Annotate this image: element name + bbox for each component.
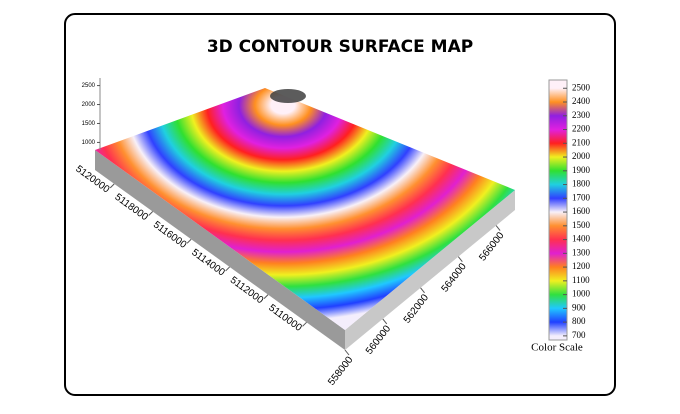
color-tick-label: 1600 xyxy=(572,206,591,216)
color-tick-label: 2000 xyxy=(572,151,591,161)
x-tick xyxy=(344,349,350,356)
color-tick-label: 1100 xyxy=(572,275,590,285)
color-tick-label: 700 xyxy=(572,330,586,340)
color-tick-label: 2200 xyxy=(572,124,591,134)
color-tick-label: 1900 xyxy=(572,165,591,175)
color-tick-label: 1300 xyxy=(572,247,591,257)
color-tick-label: 1500 xyxy=(572,220,591,230)
color-tick-label: 900 xyxy=(572,302,586,312)
y-tick xyxy=(225,266,230,272)
color-tick-label: 2400 xyxy=(572,96,591,106)
x-tick xyxy=(420,287,425,294)
color-tick-label: 1800 xyxy=(572,179,591,189)
chart-title: 3D CONTOUR SURFACE MAP xyxy=(207,37,473,57)
surface-top xyxy=(95,88,515,330)
color-tick-label: 1400 xyxy=(572,234,591,244)
surface-side-right xyxy=(345,190,515,350)
z-tick-label: 1500 xyxy=(82,121,96,127)
x-tick xyxy=(382,318,388,325)
x-tick xyxy=(495,225,501,231)
y-tick xyxy=(263,294,269,299)
color-tick-label: 2100 xyxy=(572,137,591,147)
color-tick-label: 1000 xyxy=(572,289,591,299)
y-tick xyxy=(148,211,154,216)
y-tick xyxy=(109,183,115,189)
color-tick-label: 2300 xyxy=(572,110,591,120)
z-tick-label: 1000 xyxy=(82,140,96,146)
y-tick xyxy=(302,321,307,327)
color-tick-label: 1700 xyxy=(572,192,591,202)
x-tick xyxy=(457,256,463,262)
z-tick-label: 2500 xyxy=(82,83,96,89)
color-bar xyxy=(548,79,568,341)
color-bar-label: Color Scale xyxy=(531,342,583,354)
color-tick-label: 2500 xyxy=(572,82,591,92)
color-tick-label: 800 xyxy=(572,316,586,326)
color-tick-label: 1200 xyxy=(572,261,591,271)
z-tick-label: 2000 xyxy=(82,102,96,108)
crater xyxy=(270,89,306,103)
surface-side-left xyxy=(95,150,345,350)
y-tick xyxy=(186,238,192,244)
